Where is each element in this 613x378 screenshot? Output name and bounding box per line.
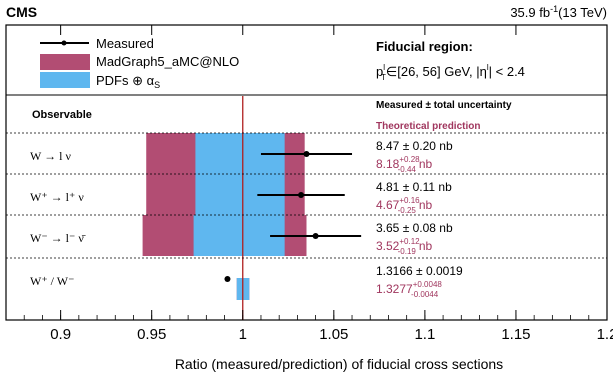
row-text-layer: W → l ν 8.47 ± 0.20 nb 8.18+0.28 -0.44 nb W⁺ …	[30, 139, 463, 299]
bands-layer	[142, 133, 307, 300]
fiducial-cuts: pl T∈[26, 56] GeV, |ηl| < 2.4	[376, 63, 525, 82]
luminosity-label: 35.9 fb-1(13 TeV)	[510, 4, 607, 20]
theory-value: 1.3277+0.0048 -0.0044	[376, 280, 442, 299]
measured-value: 1.3166 ± 0.0019	[376, 264, 463, 278]
x-tick-label: 1.05	[319, 326, 348, 343]
legend-measured-marker	[61, 40, 67, 46]
measured-point	[312, 233, 319, 239]
experiment-label: CMS	[6, 4, 37, 20]
measured-value: 4.81 ± 0.11 nb	[376, 180, 452, 194]
x-tick-label: 0.9	[50, 326, 71, 343]
measured-value: 3.65 ± 0.08 nb	[376, 221, 453, 235]
legend: Measured MadGraph5_aMC@NLO PDFs ⊕ αS	[40, 36, 239, 90]
legend-measured-label: Measured	[96, 36, 154, 51]
x-tick-label: 1.2	[597, 326, 613, 343]
measured-header: Measured ± total uncertainty	[376, 100, 512, 111]
theory-header: Theoretical prediction	[376, 121, 480, 132]
theory-value: 8.18+0.28 -0.44 nb	[376, 155, 433, 174]
x-axis-label: Ratio (measured/prediction) of fiducial …	[175, 356, 503, 372]
x-tick-label: 1.15	[501, 326, 530, 343]
x-tick-label: 1.1	[414, 326, 435, 343]
fiducial-title: Fiducial region:	[376, 39, 473, 54]
measured-value: 8.47 ± 0.20 nb	[376, 139, 453, 153]
pdf-band	[193, 215, 285, 256]
legend-pdf-label: PDFs ⊕ αS	[96, 73, 160, 90]
fiducial-box: Fiducial region: pl T∈[26, 56] GeV, |ηl| …	[376, 39, 525, 82]
lumi-value: 35.9 fb	[510, 5, 550, 20]
measured-point	[224, 276, 231, 282]
measured-points	[224, 151, 362, 282]
observable-label: W → l ν	[30, 149, 71, 163]
observable-label: W⁺ / W⁻	[30, 274, 74, 288]
row-dividers	[6, 132, 607, 259]
theory-value: 3.52+0.12 -0.19 nb	[376, 237, 433, 256]
legend-theory-swatch	[40, 54, 90, 70]
measured-point	[298, 192, 305, 198]
x-tick-label: 1	[239, 326, 247, 343]
lumi-exp: -1	[550, 4, 558, 14]
observable-label: W⁺ → l⁺ ν	[30, 190, 84, 204]
observable-label: W⁻ → l⁻ ν̄	[30, 231, 86, 245]
theory-value: 4.67+0.16 -0.25 nb	[376, 196, 433, 215]
x-tick-label: 0.95	[137, 326, 166, 343]
legend-pdf-swatch	[40, 72, 90, 88]
measured-point	[303, 151, 310, 157]
lumi-energy: (13 TeV)	[558, 5, 607, 20]
x-axis: 0.9 0.95 1 1.05 1.1 1.15 1.2	[23, 25, 613, 343]
plot-frame	[5, 24, 608, 321]
observable-header: Observable	[32, 109, 92, 121]
legend-theory-label: MadGraph5_aMC@NLO	[96, 54, 239, 69]
